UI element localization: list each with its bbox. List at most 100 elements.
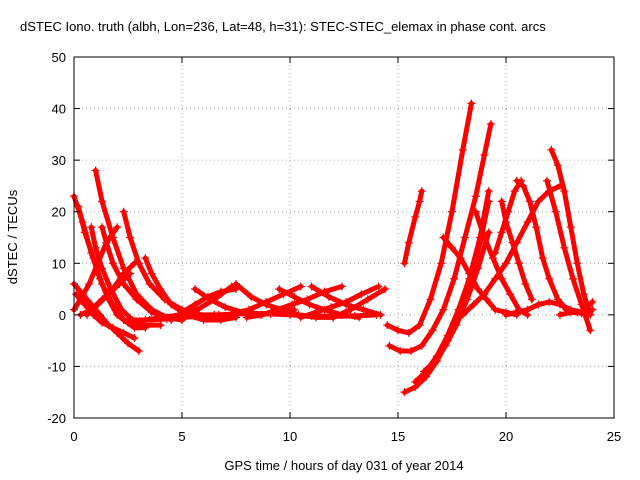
series-line <box>412 198 423 220</box>
data-series <box>491 176 526 257</box>
data-point-marker <box>467 99 476 108</box>
series-line <box>207 296 228 310</box>
y-tick-label: -10 <box>47 359 66 374</box>
series-line <box>110 235 127 271</box>
series-line <box>90 255 105 287</box>
series-line <box>291 294 312 308</box>
series-line <box>427 260 444 302</box>
data-series <box>145 309 381 325</box>
series-line <box>553 209 567 251</box>
series-line <box>570 276 585 308</box>
series-line <box>419 327 436 349</box>
series-line <box>466 271 481 292</box>
series-line <box>116 271 133 287</box>
series-line <box>88 224 99 251</box>
series-line <box>503 219 515 246</box>
series-line <box>179 302 198 315</box>
series-line <box>343 291 364 305</box>
series-line <box>309 283 332 300</box>
series-line <box>533 224 546 261</box>
y-tick-label: 40 <box>52 102 66 117</box>
series-line <box>82 229 96 261</box>
series-line <box>505 188 518 215</box>
series-line <box>458 255 472 277</box>
data-series <box>70 223 122 314</box>
series-line <box>358 283 382 297</box>
series-line <box>93 167 105 204</box>
data-series <box>167 285 240 325</box>
series-line <box>121 281 140 302</box>
series-line <box>406 214 418 246</box>
series-line <box>86 260 101 287</box>
x-tick-label: 10 <box>283 429 297 444</box>
series-line <box>99 265 114 292</box>
y-tick-label: 10 <box>52 256 66 271</box>
series-line <box>522 281 535 302</box>
data-series <box>471 207 532 319</box>
series-line <box>75 204 88 235</box>
series-line <box>460 100 474 153</box>
series-line <box>503 240 520 266</box>
data-series <box>82 269 135 319</box>
series-line <box>473 152 487 199</box>
series-line <box>449 147 466 215</box>
grid <box>74 57 614 418</box>
series-line <box>512 178 524 194</box>
series-line <box>121 330 137 341</box>
series-line <box>481 276 498 297</box>
data-point-marker <box>130 259 139 268</box>
series-line <box>514 219 531 246</box>
data-point-marker <box>296 282 305 291</box>
series-line <box>127 235 142 266</box>
series-line <box>499 276 513 297</box>
series-line <box>445 307 461 338</box>
data-point-marker <box>588 305 597 314</box>
series-line <box>401 240 412 266</box>
series-line <box>274 302 295 313</box>
series-line <box>136 260 153 287</box>
data-point-marker <box>484 228 493 237</box>
series-line <box>313 304 334 315</box>
series-line <box>481 235 496 261</box>
x-tick-label: 0 <box>70 429 77 444</box>
x-axis-label: GPS time / hours of day 031 of year 2014 <box>224 458 463 473</box>
series-line <box>147 281 168 302</box>
series-line <box>142 255 155 277</box>
data-point-marker <box>484 187 493 196</box>
series-line <box>525 198 541 225</box>
series-line <box>125 340 142 354</box>
series-line <box>77 281 92 302</box>
series-line <box>322 283 345 295</box>
series-line <box>507 291 522 313</box>
series-line <box>520 183 533 204</box>
data-point-marker <box>337 282 346 291</box>
data-series <box>458 181 564 319</box>
series-line <box>365 286 388 302</box>
y-tick-label: 20 <box>52 205 66 220</box>
series-line <box>548 147 561 168</box>
series-line <box>326 294 349 308</box>
y-axis-label: dSTEC / TECUs <box>5 189 20 284</box>
series-line <box>516 260 528 287</box>
data-series <box>400 187 426 268</box>
series-line <box>134 296 155 315</box>
y-axis: -20 -10 0 10 20 30 40 50 <box>47 50 614 426</box>
series-line <box>546 183 563 194</box>
series-line <box>233 281 254 300</box>
y-tick-label: -20 <box>47 411 66 426</box>
series-line <box>462 193 479 240</box>
chart-title: dSTEC Iono. truth (albh, Lon=236, Lat=48… <box>20 19 546 34</box>
data-series <box>383 99 476 337</box>
series-line <box>579 307 595 316</box>
series-line <box>347 296 371 313</box>
data-point-marker <box>134 346 143 355</box>
series-line <box>481 121 494 158</box>
series-line <box>492 229 505 256</box>
x-tick-label: 15 <box>391 429 405 444</box>
series-line <box>443 322 459 349</box>
series-line <box>544 178 559 215</box>
data-series <box>72 290 139 343</box>
series-line <box>121 209 133 240</box>
series-line <box>453 296 470 328</box>
